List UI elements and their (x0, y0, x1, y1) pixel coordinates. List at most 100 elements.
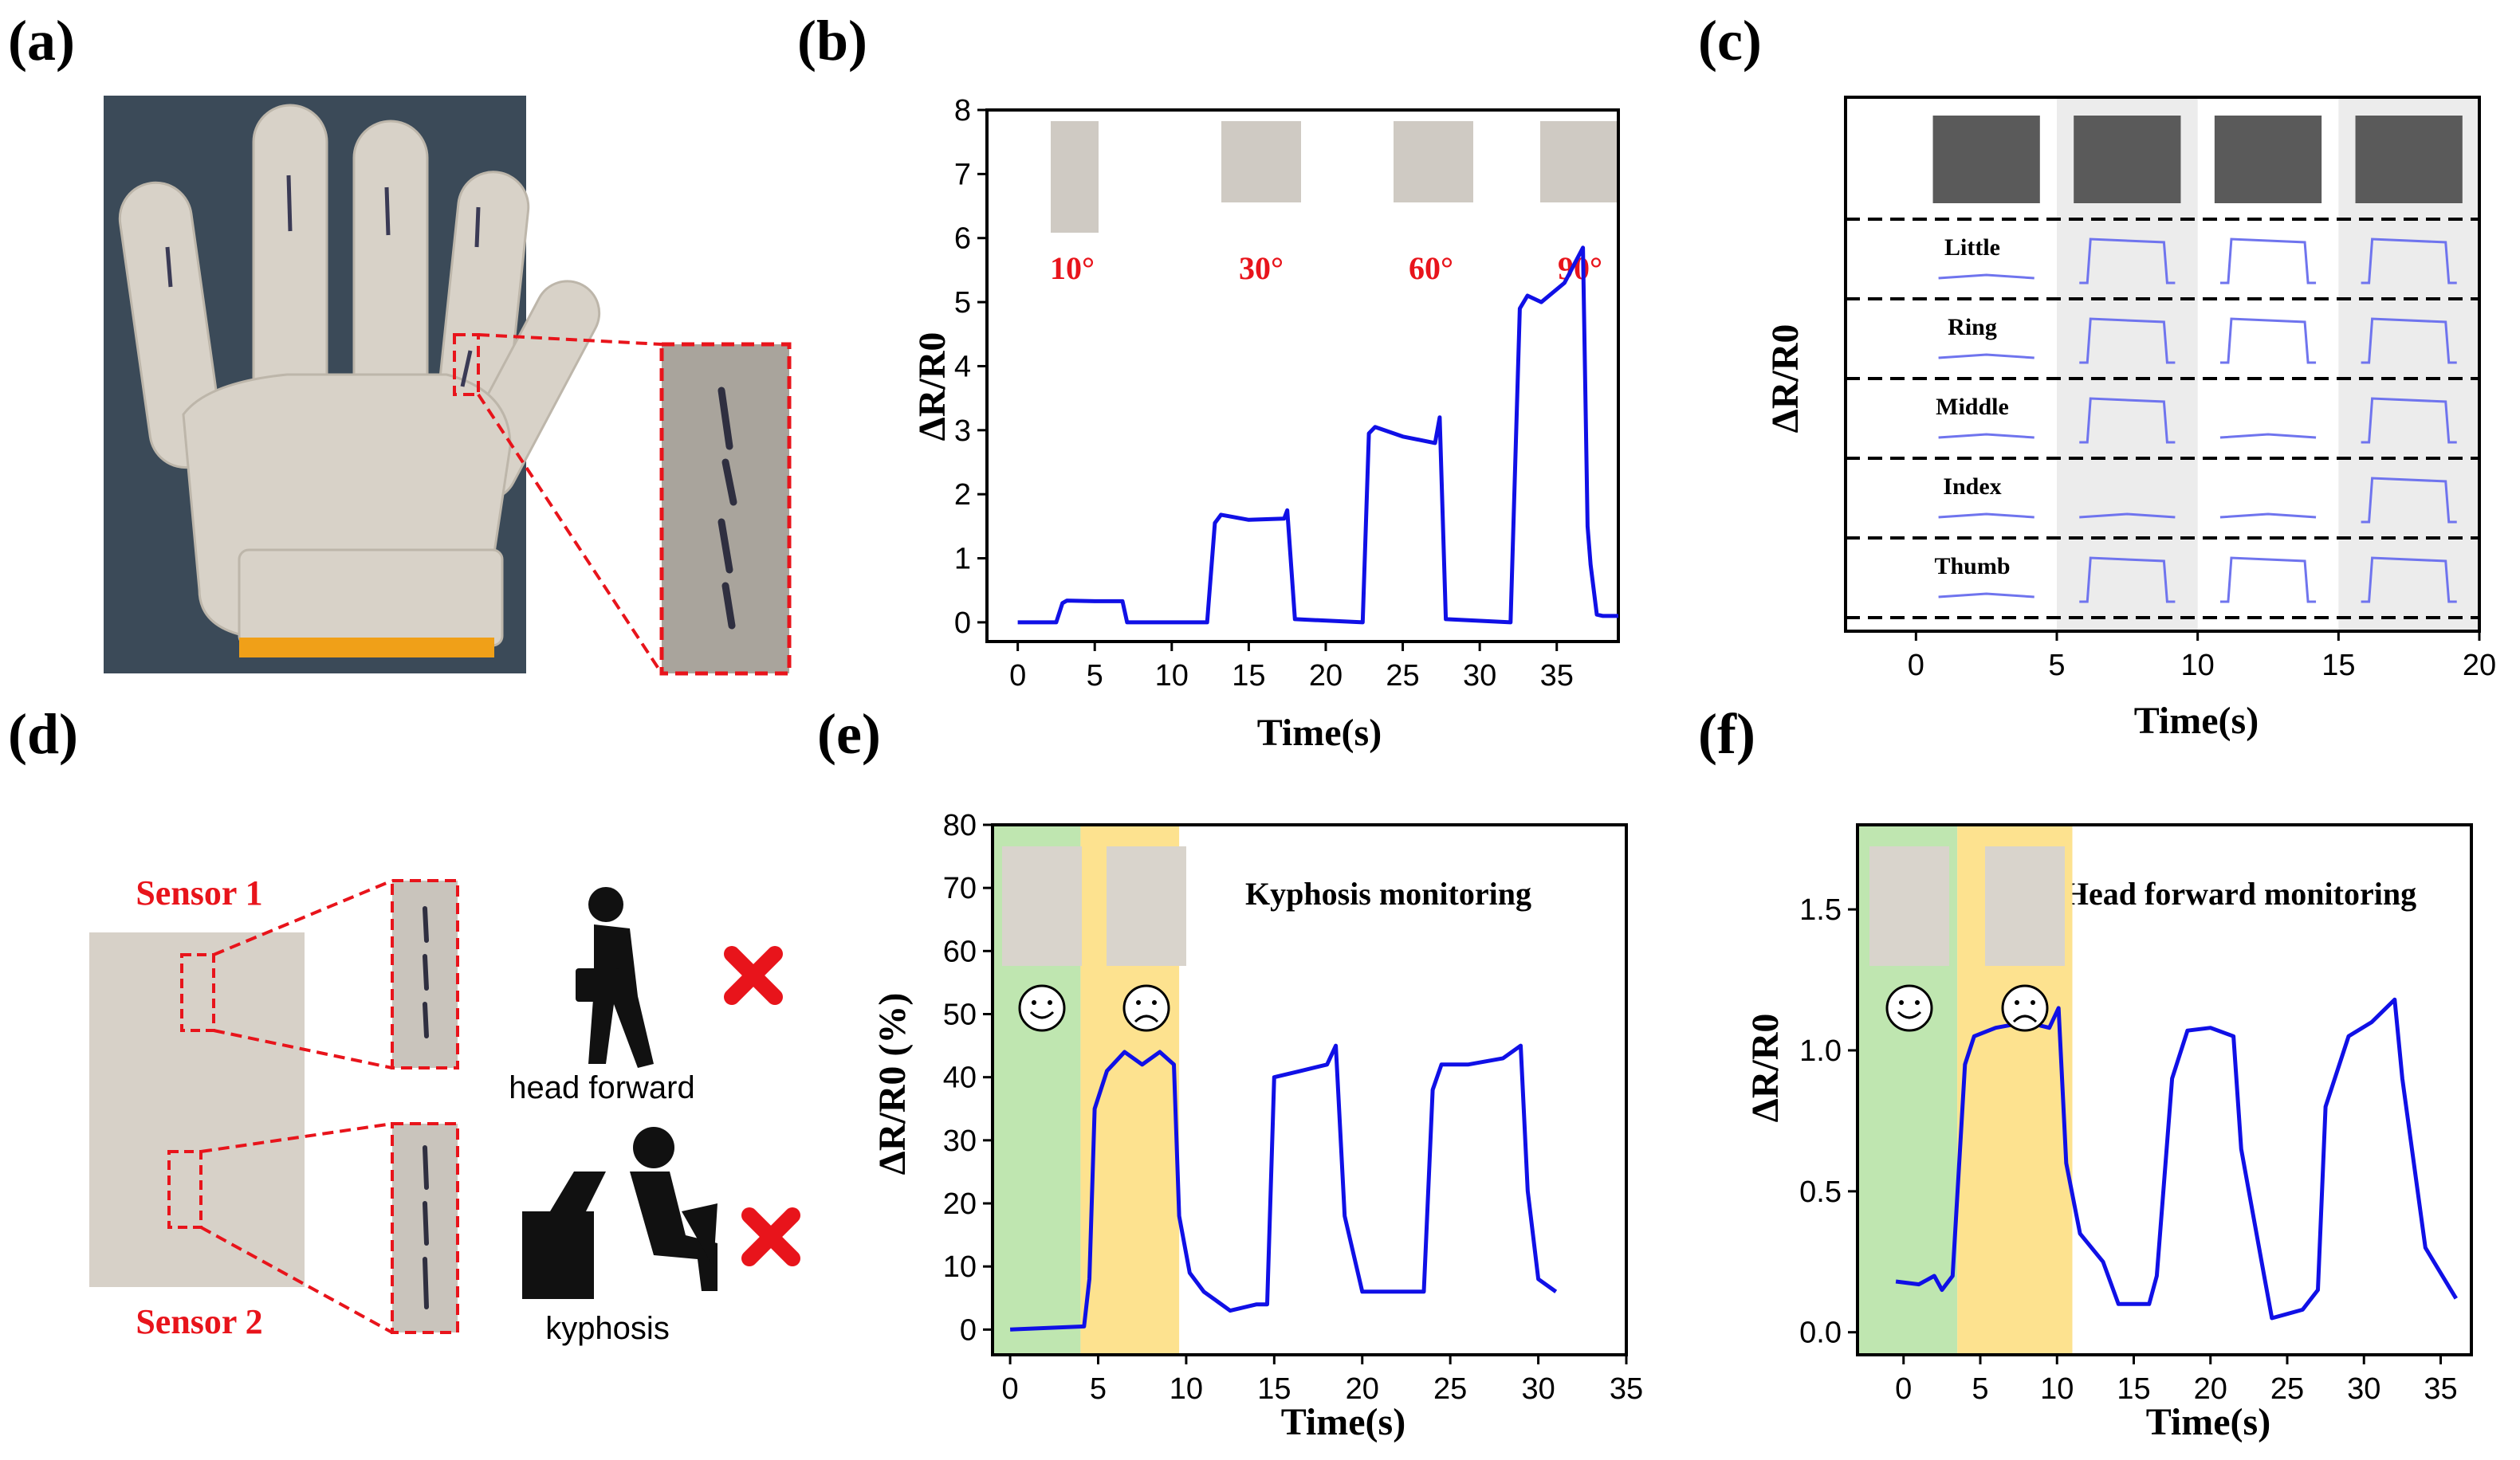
finger-trace (2361, 556, 2457, 603)
finger-trace (2361, 237, 2457, 285)
eye (1032, 1000, 1036, 1005)
f-xlabel: Time(s) (2146, 1401, 2270, 1443)
y-tick-label: 80 (943, 809, 977, 842)
y-tick-label: 0.0 (1799, 1317, 1842, 1350)
smile-face-icon (1885, 984, 1933, 1032)
x-tick-label: 20 (1309, 659, 1343, 693)
y-tick-label: 0.5 (1799, 1175, 1842, 1209)
e-xlabel: Time(s) (1281, 1401, 1405, 1443)
x-tick-label: 35 (1540, 659, 1574, 693)
close-icon (741, 1207, 800, 1266)
y-tick-label: 70 (943, 872, 977, 905)
f-title-line: Head forward monitoring (2064, 876, 2416, 912)
eye (1899, 1000, 1904, 1005)
finger-trace (2079, 512, 2176, 519)
finger-label: Index (1943, 473, 2001, 500)
finger-trace (2219, 237, 2317, 285)
kyphosis-caption: kyphosis (545, 1311, 670, 1346)
plot-area: 0 5 10 15 20 25 30 35 0 1 2 3 4 5 6 7 8 (954, 94, 1620, 693)
smile-face-icon (1018, 984, 1066, 1032)
y-tick-label: 6 (954, 222, 971, 256)
finger-label: Thumb (1934, 553, 2010, 579)
x-tick-label: 10 (1155, 659, 1189, 693)
finger-trace (2361, 397, 2457, 444)
mouth (1897, 1011, 1922, 1019)
x-tick-label: 25 (1386, 659, 1419, 693)
plot-frame (991, 823, 1628, 1356)
x-tick-label: 0 (1895, 1372, 1912, 1406)
kyphosis-icon (522, 1127, 717, 1299)
eye (2015, 1000, 2019, 1005)
finger-trace (2219, 433, 2317, 439)
y-tick-label: 3 (954, 414, 971, 448)
angle-label-60: 60° (1409, 250, 1453, 286)
close-icon (724, 946, 783, 1005)
b-ylabel: ΔR/R0 (911, 332, 953, 442)
eye (1048, 1000, 1052, 1005)
series-line (1895, 997, 2458, 1321)
c-xlabel: Time(s) (2134, 700, 2259, 742)
posture-photo (1002, 846, 1082, 966)
panel-label-f: (f) (1698, 702, 1755, 766)
y-tick-label: 0 (954, 606, 971, 640)
head-forward-caption: head forward (509, 1070, 694, 1105)
eye (1915, 1000, 1920, 1005)
x-tick-label: 5 (1087, 659, 1103, 693)
gesture-photo (2074, 116, 2181, 203)
mouth (1029, 1011, 1055, 1019)
x-tick-label: 10 (2040, 1372, 2074, 1406)
finger-label: Ring (1948, 314, 1997, 340)
y-tick-label: 1.5 (1799, 893, 1842, 927)
x-tick-label: 5 (2048, 649, 2065, 682)
finger-trace (1938, 273, 2034, 280)
panel-label-e: (e) (817, 702, 881, 766)
angle-photos (1051, 121, 1620, 233)
y-tick-label: 8 (954, 94, 971, 128)
plot-area: Little Ring Middle Index Thumb 0 5 10 15 20 (1844, 96, 2496, 682)
posture-photo (1107, 846, 1186, 966)
x-tick-label: 15 (2321, 649, 2355, 682)
mouth (1134, 1015, 1159, 1023)
angle-photo-30 (1221, 121, 1301, 202)
y-tick-label: 40 (943, 1062, 977, 1095)
posture-thumbnails (1869, 846, 2065, 1032)
x-tick-label: 15 (1232, 659, 1265, 693)
y-tick-label: 50 (943, 999, 977, 1032)
x-tick-label: 5 (1090, 1372, 1107, 1406)
x-tick-label: 15 (2117, 1372, 2150, 1406)
angle-photo-60 (1394, 121, 1473, 202)
y-tick-label: 7 (954, 158, 971, 191)
panel-label-d: (d) (8, 702, 78, 766)
x-tick-label: 25 (2270, 1372, 2304, 1406)
gesture-photo (2355, 116, 2463, 203)
f-ylabel: ΔR/R0 (1744, 1014, 1787, 1123)
finger-label: Little (1944, 234, 2000, 261)
angle-photo-90 (1540, 121, 1620, 202)
x-tick-label: 20 (2194, 1372, 2227, 1406)
eye (1152, 1000, 1157, 1005)
series-line (1017, 245, 1618, 625)
x-tick-label: 30 (1521, 1372, 1555, 1406)
angle-label-30: 30° (1239, 250, 1284, 286)
x-tick-label: 5 (1972, 1372, 1988, 1406)
finger-trace (2219, 512, 2317, 519)
posture-photo (1985, 846, 2065, 966)
y-tick-label: 60 (943, 935, 977, 968)
panel-label-b: (b) (797, 9, 867, 73)
c-ylabel: ΔR/R0 (1764, 324, 1806, 434)
plot-frame (1856, 823, 2473, 1356)
f-title: Head forward monitoring (2064, 876, 2416, 912)
x-tick-label: 25 (1433, 1372, 1467, 1406)
gesture-photo (2214, 116, 2322, 203)
y-tick-label: 0 (960, 1313, 977, 1347)
y-tick-label: 1 (954, 543, 971, 576)
x-tick-label: 0 (1002, 1372, 1019, 1406)
y-tick-label: 5 (954, 286, 971, 320)
e-title: Kyphosis monitoring (1245, 876, 1531, 912)
x-tick-label: 30 (1463, 659, 1496, 693)
